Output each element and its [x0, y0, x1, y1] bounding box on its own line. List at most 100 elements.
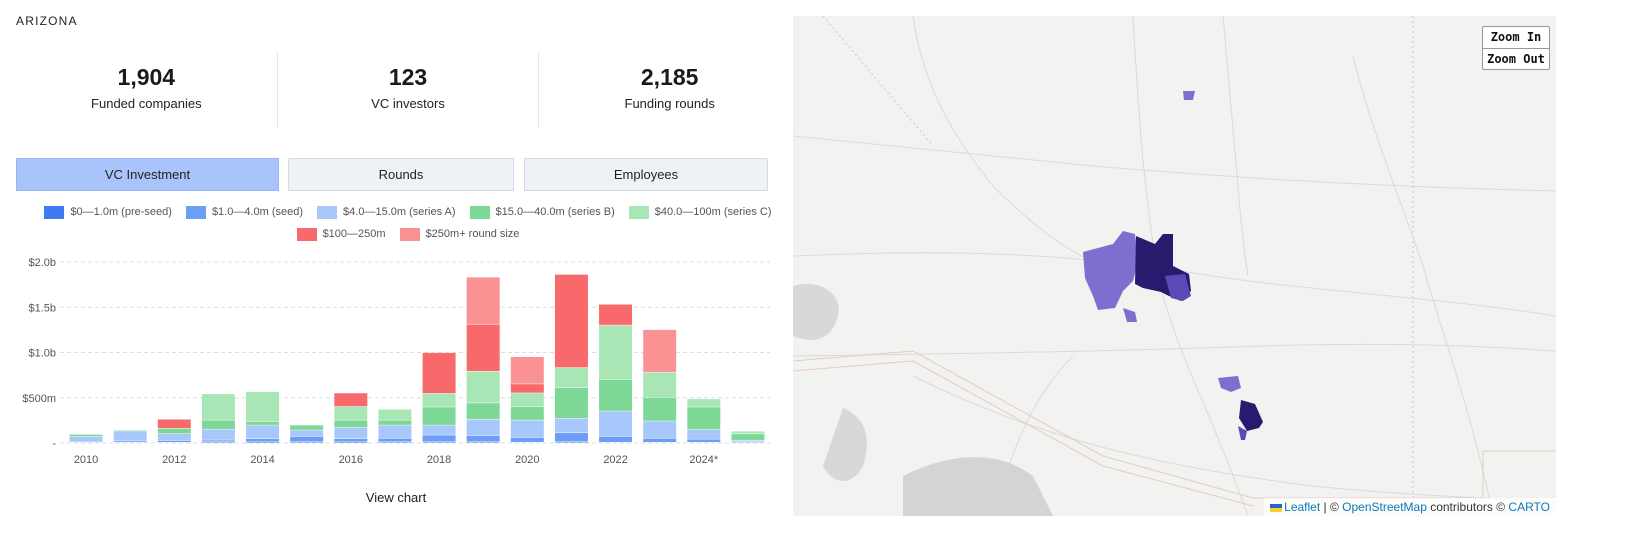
- stat-label: VC investors: [371, 96, 445, 111]
- legend-swatch: [399, 227, 420, 241]
- bar-segment: [201, 420, 235, 429]
- bar-segment: [157, 433, 191, 441]
- county-region[interactable]: [1165, 274, 1191, 301]
- map-attribution: Leaflet | © OpenStreetMap contributors ©…: [1264, 498, 1556, 516]
- stat-label: Funding rounds: [624, 96, 715, 111]
- bar-segment: [731, 434, 765, 440]
- map[interactable]: Zoom In Zoom Out Leaflet | © OpenStreetM…: [793, 16, 1556, 516]
- bar-segment: [466, 277, 500, 324]
- bar-segment: [290, 436, 324, 442]
- road-line: [1352, 55, 1494, 516]
- bar-segment: [246, 425, 280, 439]
- legend-label: $4.0—15.0m (series A): [343, 206, 456, 218]
- bar-segment: [687, 439, 721, 443]
- y-tick-label: $2.0b: [28, 257, 56, 269]
- bar-segment: [510, 420, 544, 438]
- bar-segment: [246, 438, 280, 442]
- x-tick-label: 2024*: [689, 454, 718, 466]
- bar-segment: [378, 409, 412, 420]
- x-tick-label: 2016: [339, 454, 363, 466]
- bar-segment: [334, 393, 368, 407]
- bar-segment: [554, 433, 588, 442]
- attribution-contributors: contributors ©: [1426, 500, 1509, 514]
- legend-label: $100—250m: [322, 228, 386, 240]
- view-chart-link[interactable]: View chart: [365, 490, 427, 505]
- y-tick-label: $500m: [22, 393, 56, 405]
- bar-segment: [643, 329, 677, 372]
- bar-segment: [113, 441, 147, 443]
- road-line: [912, 16, 1134, 277]
- bar-segment: [643, 397, 677, 421]
- x-tick-label: 2014: [250, 454, 274, 466]
- bar-segment: [687, 399, 721, 407]
- legend-item[interactable]: $15.0—40.0m (series B): [469, 205, 615, 219]
- bar-segment: [334, 438, 368, 442]
- legend-swatch: [44, 205, 65, 219]
- zoom-control: Zoom In Zoom Out: [1482, 26, 1550, 70]
- bar-segment: [599, 325, 633, 380]
- leaflet-link[interactable]: Leaflet: [1284, 500, 1321, 514]
- county-region[interactable]: [1238, 426, 1247, 440]
- bar-segment: [687, 429, 721, 439]
- y-tick-label: -: [52, 438, 56, 450]
- bar-segment: [599, 436, 633, 443]
- tab-rounds[interactable]: Rounds: [288, 158, 514, 191]
- stat-value: 1,904: [117, 64, 176, 90]
- legend-swatch: [296, 227, 317, 241]
- legend-row: $0—1.0m (pre-seed) $1.0—4.0m (seed) $4.0…: [16, 201, 800, 223]
- tab-vc-investment[interactable]: VC Investment: [16, 158, 279, 191]
- bar-segment: [334, 420, 368, 428]
- bar-segment: [246, 441, 280, 443]
- border-line: [793, 360, 1254, 507]
- tab-employees[interactable]: Employees: [524, 158, 768, 191]
- zoom-in-button[interactable]: Zoom In: [1490, 30, 1542, 44]
- legend-item[interactable]: $0—1.0m (pre-seed): [44, 205, 172, 219]
- openstreetmap-link[interactable]: OpenStreetMap: [1342, 500, 1427, 514]
- bar-segment: [643, 372, 677, 398]
- x-tick-label: 2022: [603, 454, 627, 466]
- x-tick-label: 2012: [162, 454, 186, 466]
- legend-item[interactable]: $40.0—100m (series C): [628, 205, 772, 219]
- legend-swatch: [317, 205, 338, 219]
- county-region[interactable]: [1083, 231, 1138, 310]
- vc-panel: ARIZONA 1,904 Funded companies 123 VC in…: [0, 0, 800, 557]
- county-region[interactable]: [1123, 308, 1137, 322]
- bar-segment: [466, 435, 500, 442]
- bar-segment: [69, 436, 103, 442]
- legend-label: $1.0—4.0m (seed): [211, 206, 304, 218]
- bar-segment: [599, 379, 633, 411]
- legend-item[interactable]: $4.0—15.0m (series A): [317, 205, 456, 219]
- water-body: [793, 284, 839, 340]
- legend-label: $250m+ round size: [425, 228, 520, 240]
- legend-item[interactable]: $1.0—4.0m (seed): [185, 205, 304, 219]
- legend-label: $15.0—40.0m (series B): [495, 206, 615, 218]
- legend-swatch: [628, 205, 649, 219]
- bar-segment: [201, 440, 235, 442]
- zoom-out-button[interactable]: Zoom Out: [1483, 48, 1549, 69]
- legend-label: $0—1.0m (pre-seed): [70, 206, 172, 218]
- attribution-separator: | ©: [1320, 500, 1343, 514]
- county-region[interactable]: [1239, 400, 1263, 431]
- bar-segment: [157, 428, 191, 434]
- legend-label: $40.0—100m (series C): [654, 206, 772, 218]
- x-tick-label: 2020: [515, 454, 539, 466]
- legend-row: $100—250m $250m+ round size: [16, 223, 800, 245]
- bar-segment: [687, 407, 721, 430]
- bar-segment: [422, 407, 456, 425]
- bar-segment: [731, 431, 765, 434]
- county-region[interactable]: [1183, 91, 1195, 100]
- bar-segment: [599, 411, 633, 437]
- legend-item[interactable]: $100—250m: [296, 227, 386, 241]
- bar-segment: [246, 421, 280, 425]
- bar-segment: [643, 438, 677, 443]
- carto-link[interactable]: CARTO: [1508, 500, 1550, 514]
- legend-swatch: [185, 205, 206, 219]
- stat-funding-rounds: 2,185 Funding rounds: [539, 52, 800, 128]
- legend-item[interactable]: $250m+ round size: [399, 227, 520, 241]
- bar-segment: [422, 425, 456, 435]
- bar-segment: [466, 324, 500, 372]
- bar-segment: [246, 391, 280, 422]
- stat-label: Funded companies: [91, 96, 202, 111]
- bar-segment: [466, 403, 500, 419]
- county-region[interactable]: [1218, 376, 1241, 392]
